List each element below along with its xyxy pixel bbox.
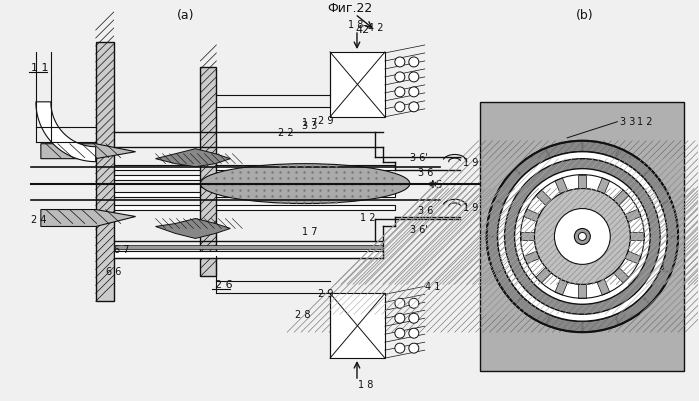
Ellipse shape xyxy=(201,164,410,204)
Bar xyxy=(114,246,383,250)
Polygon shape xyxy=(630,233,644,241)
Bar xyxy=(114,252,383,259)
Text: 2 2: 2 2 xyxy=(278,128,294,138)
Circle shape xyxy=(395,73,405,83)
Polygon shape xyxy=(614,190,629,206)
Text: 4 1: 4 1 xyxy=(425,282,440,292)
Polygon shape xyxy=(156,149,231,167)
Bar xyxy=(96,43,114,302)
Circle shape xyxy=(395,314,405,324)
Circle shape xyxy=(395,343,405,353)
Circle shape xyxy=(578,233,586,241)
Circle shape xyxy=(535,189,630,285)
Circle shape xyxy=(409,73,419,83)
Circle shape xyxy=(505,159,660,314)
Text: 1 8: 1 8 xyxy=(348,20,363,30)
Polygon shape xyxy=(555,178,568,194)
Circle shape xyxy=(395,328,405,338)
Circle shape xyxy=(409,298,419,308)
Circle shape xyxy=(498,152,667,322)
Text: 1 9: 1 9 xyxy=(463,202,478,212)
Text: 6 7: 6 7 xyxy=(114,245,129,255)
Polygon shape xyxy=(555,279,568,296)
Polygon shape xyxy=(536,190,552,206)
Text: 1 2: 1 2 xyxy=(360,212,375,222)
Text: S: S xyxy=(435,179,442,189)
Circle shape xyxy=(409,314,419,324)
Polygon shape xyxy=(36,103,96,162)
Circle shape xyxy=(535,189,630,285)
Polygon shape xyxy=(597,279,610,296)
Polygon shape xyxy=(41,210,136,227)
Bar xyxy=(110,205,395,210)
Polygon shape xyxy=(597,178,610,194)
Circle shape xyxy=(514,169,650,304)
Polygon shape xyxy=(521,233,535,241)
Polygon shape xyxy=(41,144,136,159)
Text: 42: 42 xyxy=(355,25,369,35)
Text: 3 3: 3 3 xyxy=(620,116,635,126)
Circle shape xyxy=(409,58,419,68)
Text: 3 3: 3 3 xyxy=(302,120,317,130)
Text: (a): (a) xyxy=(177,8,194,22)
Text: 1 9: 1 9 xyxy=(463,157,478,167)
Text: 3'6: 3'6 xyxy=(650,262,665,272)
Polygon shape xyxy=(625,251,641,264)
Circle shape xyxy=(554,209,610,265)
Text: 6 6: 6 6 xyxy=(106,267,121,277)
Bar xyxy=(330,294,385,358)
Text: 2 6: 2 6 xyxy=(215,279,233,290)
Bar xyxy=(110,192,395,197)
Circle shape xyxy=(395,298,405,308)
Circle shape xyxy=(395,58,405,68)
Circle shape xyxy=(395,103,405,113)
Text: 1 8: 1 8 xyxy=(358,379,373,389)
Polygon shape xyxy=(578,175,586,189)
Text: 3 6': 3 6' xyxy=(410,152,428,162)
Circle shape xyxy=(575,229,591,245)
Bar xyxy=(110,165,395,170)
Text: 2 8: 2 8 xyxy=(295,310,310,320)
Polygon shape xyxy=(524,210,540,222)
Text: 1 2: 1 2 xyxy=(637,116,653,126)
Bar xyxy=(330,53,385,117)
Text: 3 6': 3 6' xyxy=(410,225,428,235)
Text: 1 1: 1 1 xyxy=(31,63,48,73)
Circle shape xyxy=(395,88,405,97)
Text: 1 7: 1 7 xyxy=(302,117,317,128)
Polygon shape xyxy=(625,210,641,222)
Bar xyxy=(110,175,395,180)
Circle shape xyxy=(409,328,419,338)
Polygon shape xyxy=(578,285,586,298)
Circle shape xyxy=(409,343,419,353)
Text: 2 9: 2 9 xyxy=(318,115,333,126)
Bar xyxy=(201,68,217,277)
Text: 2 4: 2 4 xyxy=(31,214,46,224)
Text: (b): (b) xyxy=(575,8,593,22)
Polygon shape xyxy=(536,268,552,283)
Polygon shape xyxy=(524,251,540,264)
Circle shape xyxy=(487,142,678,332)
Polygon shape xyxy=(156,219,231,239)
Circle shape xyxy=(409,88,419,97)
Bar xyxy=(480,103,684,371)
Polygon shape xyxy=(614,268,629,283)
Circle shape xyxy=(409,103,419,113)
Text: 3 6: 3 6 xyxy=(418,205,433,215)
Text: 4 2: 4 2 xyxy=(368,23,384,33)
Text: 3 6': 3 6' xyxy=(637,277,655,287)
Circle shape xyxy=(498,152,667,322)
Text: Фиг.22: Фиг.22 xyxy=(327,2,373,14)
Text: 1 7: 1 7 xyxy=(302,227,317,237)
Text: 3 6: 3 6 xyxy=(418,167,433,177)
Text: 2 9: 2 9 xyxy=(318,289,333,299)
